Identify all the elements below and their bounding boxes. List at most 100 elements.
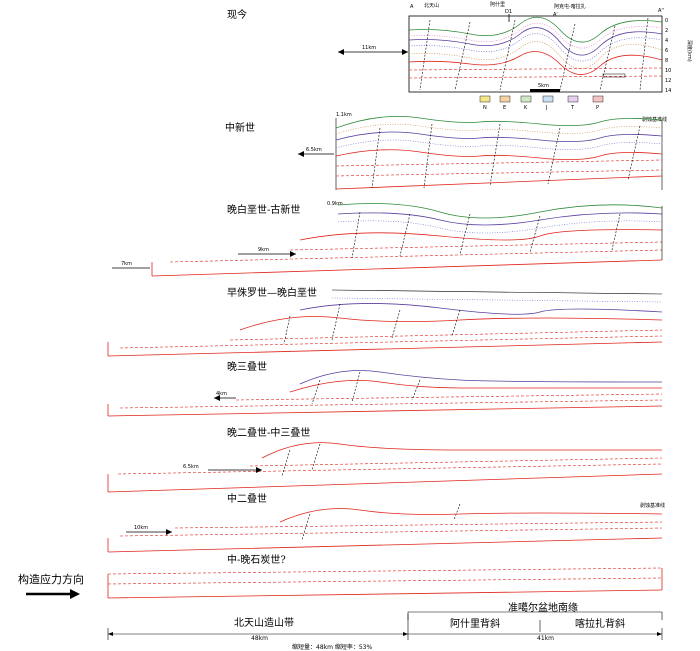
stage-label-miocene: 中新世 [225, 121, 255, 134]
bed-k-miocene [335, 131, 663, 142]
fault-p3t2-1 [281, 449, 291, 477]
anticline-kalazha: 喀拉扎背斜 [575, 617, 625, 630]
stage-late-cretaceous-paleocene: 晚白垩世-古新世 0.9km 9km 7km [112, 201, 663, 277]
bed-c-dashed [408, 75, 663, 79]
label-well-d1: D1 [505, 9, 512, 15]
stress-direction: 构造应力方向 [18, 572, 84, 599]
legend-swatch-p [592, 95, 604, 103]
shortening-p3t2: 6.5km [183, 464, 199, 470]
erosion-label-p2: 剥蚀基准线 [640, 502, 665, 509]
legend-swatch-n [479, 95, 491, 103]
region-beitianshan: 北天山造山带 [234, 616, 294, 629]
bed-c-p3t2 [117, 463, 663, 475]
legend: N E K J T P [479, 95, 604, 111]
legend-swatch-e [499, 95, 511, 103]
shortening-t3: 4km [216, 391, 227, 397]
bed-n [408, 16, 663, 43]
bed-c-kpg [169, 249, 663, 263]
arrow-head-p2 [166, 529, 172, 535]
depth-axis-label: 深度(km) [686, 40, 693, 62]
bed-c-mid [107, 577, 663, 585]
stage-label-p3t2: 晚二叠世-中三叠世 [227, 426, 310, 439]
fault-t3-1 [311, 379, 321, 405]
bed-p2-kpg [289, 241, 663, 251]
fault-present-4 [559, 23, 576, 91]
stage-late-permian-middle-triassic: 晚二叠世-中三叠世 6.5km [107, 426, 663, 493]
depth-tick-4: 4 [665, 38, 668, 44]
fault-miocene-2 [423, 123, 433, 189]
legend-swatch-t [567, 95, 579, 103]
bed-n-miocene [335, 115, 663, 129]
fault-p2-1 [301, 513, 311, 541]
stage-early-jurassic-late-cretaceous: 早侏罗世—晚白垩世 [107, 286, 663, 357]
fault-kpg-2 [399, 213, 411, 257]
arrow-head-kpg [290, 251, 296, 257]
region-junggar: 准噶尔盆地南缘 [508, 601, 578, 614]
stage-label-p2: 中二叠世 [227, 492, 267, 505]
fault-present-2 [454, 21, 471, 91]
stage-label-present: 现今 [227, 8, 247, 21]
shortening-kpg: 9km [258, 247, 269, 253]
bed-t [408, 41, 663, 69]
legend-label-n: N [483, 105, 487, 111]
arrow-head-t3 [214, 395, 220, 401]
scale-bar [530, 89, 560, 92]
shortening-present: 11km [362, 45, 376, 51]
fault-present-5 [599, 25, 616, 91]
stage-present: 现今 A 北天山 阿什里 D1 阿克屯-喀拉扎 A' A'' 0 2 4 6 [227, 1, 693, 111]
bed-c-p2 [119, 527, 663, 537]
basal-p2 [107, 537, 663, 553]
depth-tick-6: 6 [665, 48, 668, 54]
bed-j-kpg [337, 220, 663, 234]
legend-label-p: P [596, 105, 599, 111]
fault-t3-3 [411, 379, 421, 401]
bed-p2-t3 [235, 393, 663, 401]
basal-jk [107, 341, 663, 357]
bed-c-upper [107, 567, 663, 575]
bottom-annotation: 准噶尔盆地南缘 北天山造山带 阿什里背斜 喀拉扎背斜 48km 41km 缩短量… [107, 601, 663, 651]
fault-kpg-1 [351, 211, 361, 259]
scale-box [602, 73, 626, 78]
stage-label-t3: 晚三叠世 [227, 361, 267, 373]
fault-present-1 [419, 19, 431, 91]
fault-miocene-1 [371, 127, 381, 189]
legend-swatch-k [520, 95, 532, 103]
legend-label-j: J [545, 105, 547, 111]
bed-p2-p3t2 [249, 457, 663, 467]
bed-c-t3 [119, 399, 663, 409]
bed-p-jk [239, 316, 663, 331]
bed-p-dashed [408, 67, 663, 71]
bed-p-p3t2 [261, 442, 662, 459]
fault-kpg-3 [459, 213, 471, 255]
basal-kpg [151, 259, 663, 277]
stage-middle-permian: 中二叠世 剥蚀基准线 10km [107, 492, 665, 553]
marker-a1: A' [553, 12, 558, 18]
basal-detachment-miocene [335, 175, 663, 190]
label-ashili: 阿什里 [490, 1, 505, 8]
depth-axis: 0 2 4 6 8 10 12 14 深度(km) [665, 18, 693, 94]
bed-j [408, 33, 663, 62]
bed-p-miocene [335, 149, 663, 160]
marker-a: A [410, 4, 414, 10]
anticline-ashili: 阿什里背斜 [450, 617, 500, 630]
legend-label-k: K [524, 105, 528, 111]
depth-tick-14: 14 [665, 88, 671, 94]
fault-present-3 [499, 19, 516, 91]
bed-c-jk [119, 335, 663, 349]
bed-j-miocene [335, 139, 663, 150]
bed-n-kpg [337, 203, 663, 219]
legend-label-t: T [570, 105, 575, 111]
marker-a2: A'' [658, 8, 664, 14]
length-left: 48km [251, 635, 268, 642]
fault-jk-1 [283, 315, 291, 345]
bed-p-p2 [279, 508, 663, 523]
arrow-head-miocene [298, 151, 304, 157]
stage-carboniferous: 中-晚石炭世? [107, 553, 663, 599]
fault-miocene-5 [627, 125, 641, 181]
depth-tick-0: 0 [665, 18, 668, 24]
fault-kpg-4 [529, 215, 541, 253]
stage-label-kpg: 晚白垩世-古新世 [227, 203, 300, 216]
shortening-miocene: 6.5km [306, 147, 322, 153]
bed-c-miocene [335, 169, 663, 177]
